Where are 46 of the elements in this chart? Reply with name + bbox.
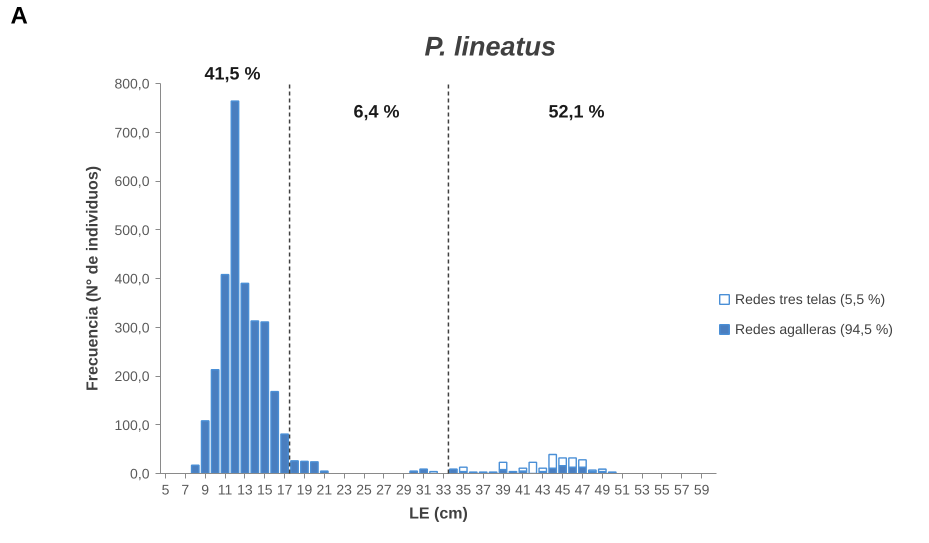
y-tick-label: 700,0 (114, 124, 150, 140)
x-tick-label: 9 (201, 482, 210, 498)
x-tick-label: 47 (574, 482, 590, 498)
x-tick-label: 27 (376, 482, 392, 498)
x-tick-label: 43 (534, 482, 551, 498)
x-tick-label: 23 (336, 482, 352, 498)
x-tick-label: 29 (396, 482, 412, 498)
x-tick-label: 35 (456, 482, 472, 498)
y-axis-title: Frecuencia (N° de individuos) (84, 166, 102, 392)
x-tick-label: 21 (316, 482, 332, 498)
x-tick-label: 25 (356, 482, 372, 498)
y-tick-label: 200,0 (114, 368, 150, 384)
x-tick-label: 51 (614, 482, 630, 498)
x-tick-label: 53 (634, 482, 650, 498)
x-tick-label: 11 (218, 482, 233, 498)
x-tick-label: 59 (694, 482, 710, 498)
y-tick-label: 500,0 (114, 222, 150, 238)
x-axis-title: LE (cm) (409, 506, 468, 522)
text: 41,5 % (204, 64, 261, 84)
annotation: 52,1 % (548, 102, 605, 122)
legend-label: Redes agalleras (94,5 %) (735, 321, 893, 337)
chart-title: P. lineatus (424, 32, 556, 62)
x-tick-label: 19 (296, 482, 312, 498)
x-tick-label: 49 (594, 482, 610, 498)
text: A (10, 2, 28, 30)
x-tick-label: 31 (416, 482, 432, 498)
x-tick-label: 13 (237, 482, 253, 498)
x-tick-label: 5 (162, 482, 170, 498)
legend-label: Redes tres telas (5,5 %) (735, 291, 886, 307)
x-tick-label: 57 (674, 482, 690, 498)
x-tick-label: 7 (181, 482, 190, 498)
x-tick-label: 33 (436, 482, 452, 498)
y-tick-label: 800,0 (114, 76, 150, 92)
x-tick-label: 17 (276, 482, 293, 498)
x-tick-label: 45 (554, 482, 571, 498)
x-tick-label: 55 (654, 482, 670, 498)
y-tick-label: 300,0 (114, 319, 150, 336)
x-tick-label: 37 (475, 482, 492, 498)
x-tick-label: 15 (256, 482, 273, 498)
annotation: 6,4 % (353, 102, 400, 122)
y-tick-label: 400,0 (114, 270, 150, 286)
y-tick-label: 600,0 (114, 173, 150, 189)
y-tick-label: 100,0 (114, 416, 150, 433)
x-tick-label: 41 (515, 482, 531, 498)
x-tick-label: 39 (495, 482, 512, 498)
y-tick-label: 0,0 (130, 466, 150, 482)
